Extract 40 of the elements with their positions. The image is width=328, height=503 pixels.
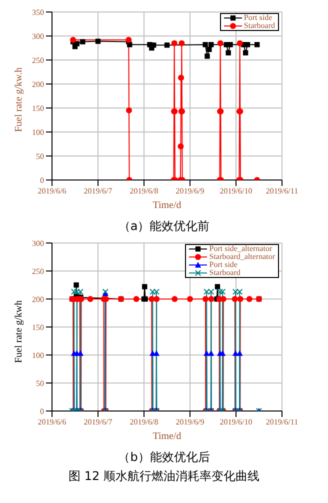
x-tick-label: 2019/6/6 [38,418,66,427]
legend-label: Port side_alternator [209,244,272,253]
y-axis-title: Fuel rate g/kw.h [14,67,25,132]
y-tick-label: 100 [32,350,44,360]
y-tick-label: 50 [36,152,44,161]
y-tick-label: 200 [32,80,44,89]
y-tick-label: 350 [32,8,44,17]
x-axis-title: Time/d [152,431,182,442]
y-tick-label: 150 [32,322,44,332]
caption: 图 12 顺水航行燃油消耗率变化曲线 [68,468,260,485]
x-tick-label: 2019/6/9 [176,186,204,196]
x-tick-label: 2019/6/11 [266,418,298,427]
x-tick-label: 2019/6/10 [220,186,252,196]
legend-label: Starboard_alternator [209,252,275,261]
x-tick-label: 2019/6/6 [38,186,66,196]
y-tick-label: 150 [32,104,44,113]
x-tick-label: 2019/6/7 [84,418,112,427]
y-axis-title: Fuel rate g/kwh [14,300,25,363]
y-tick-label: 300 [32,238,44,248]
legend-label: Starboard [244,21,275,30]
x-tick-label: 2019/6/10 [220,418,252,427]
y-tick-label: 50 [36,378,44,388]
text: （a）能效优化前 [117,218,211,235]
y-tick-label: 250 [32,56,44,65]
x-tick-label: 2019/6/7 [84,186,112,196]
y-tick-label: 200 [32,294,44,304]
y-tick-label: 250 [32,266,44,276]
y-tick-label: 100 [32,128,44,137]
legend-label: Port side [244,13,272,22]
x-tick-label: 2019/6/9 [176,418,204,427]
legend-label: Starboard [209,268,240,277]
y-tick-label: 300 [32,32,44,41]
x-axis-title: Time/d [152,200,182,211]
y-tick-label: 0 [40,176,44,185]
x-tick-label: 2019/6/11 [266,186,298,196]
legend-label: Port side [209,260,238,269]
x-tick-label: 2019/6/8 [130,186,158,196]
x-tick-label: 2019/6/8 [130,418,158,427]
y-tick-label: 0 [40,406,44,416]
text: （b）能效优化后 [117,449,211,466]
